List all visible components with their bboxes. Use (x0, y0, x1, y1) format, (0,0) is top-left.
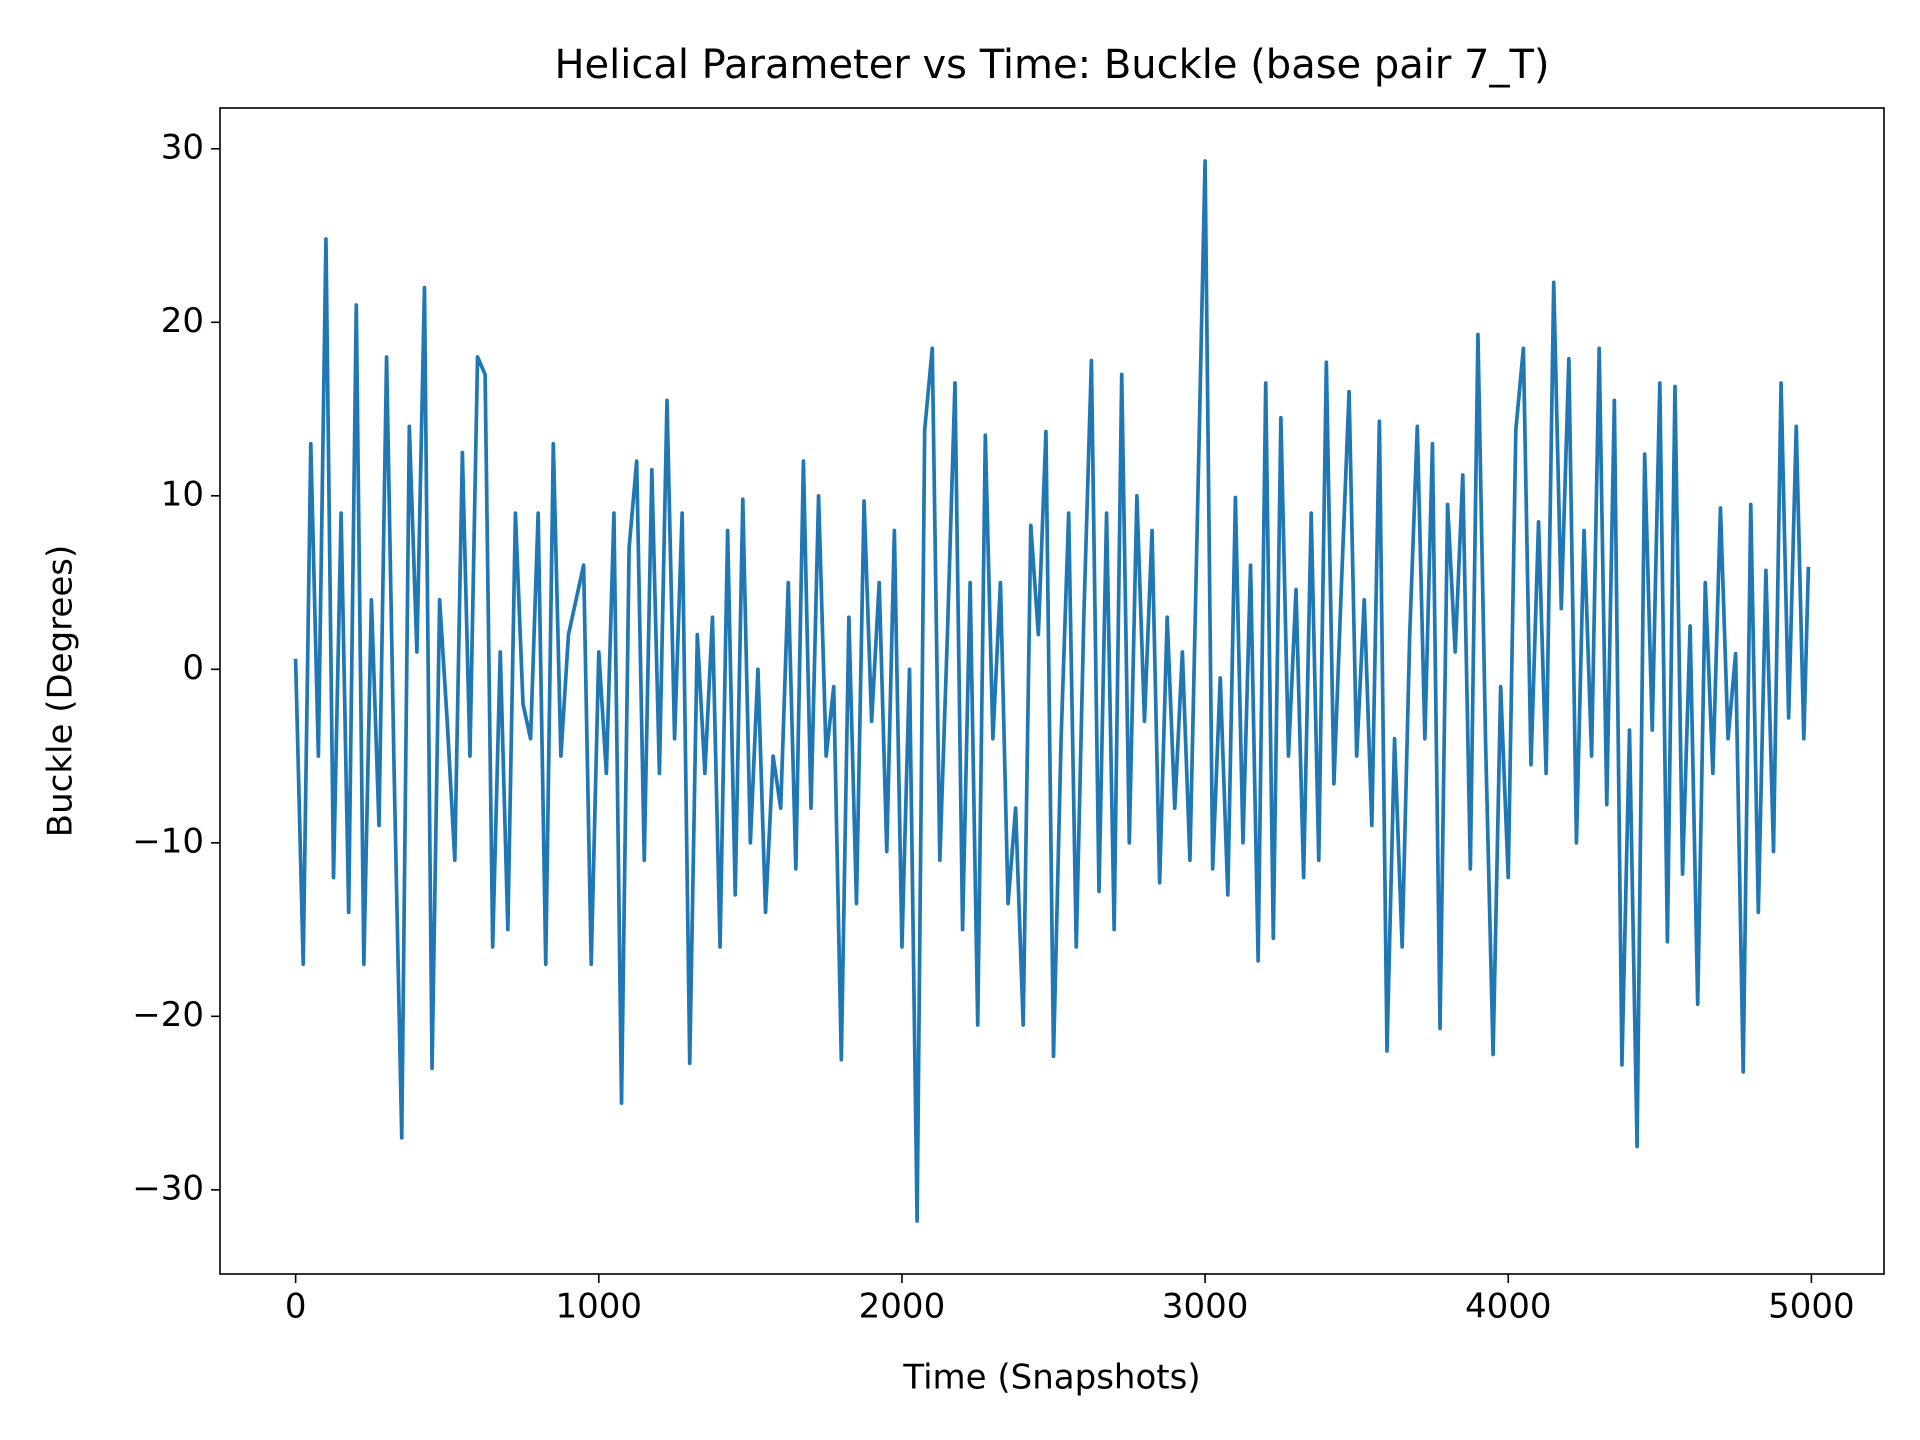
y-tick-label: −10 (132, 821, 204, 861)
y-tick-label: −20 (132, 995, 204, 1035)
x-tick-label: 5000 (1768, 1287, 1855, 1327)
chart-title: Helical Parameter vs Time: Buckle (base … (554, 42, 1549, 88)
x-tick-label: 3000 (1162, 1287, 1249, 1327)
y-tick-label: 30 (161, 127, 204, 167)
x-tick-label: 1000 (556, 1287, 643, 1327)
y-tick-label: 20 (161, 301, 204, 341)
x-tick-label: 0 (285, 1287, 307, 1327)
data-line (293, 159, 1811, 1223)
y-tick-label: 10 (161, 474, 204, 514)
x-axis-label: Time (Snapshots) (902, 1358, 1200, 1398)
y-tick-label: 0 (182, 648, 204, 688)
plot-frame (219, 107, 1885, 1275)
x-tick-label: 2000 (859, 1287, 946, 1327)
x-tick-label: 4000 (1465, 1287, 1552, 1327)
y-axis-label: Buckle (Degrees) (41, 545, 81, 837)
y-tick-label: −30 (132, 1168, 204, 1208)
